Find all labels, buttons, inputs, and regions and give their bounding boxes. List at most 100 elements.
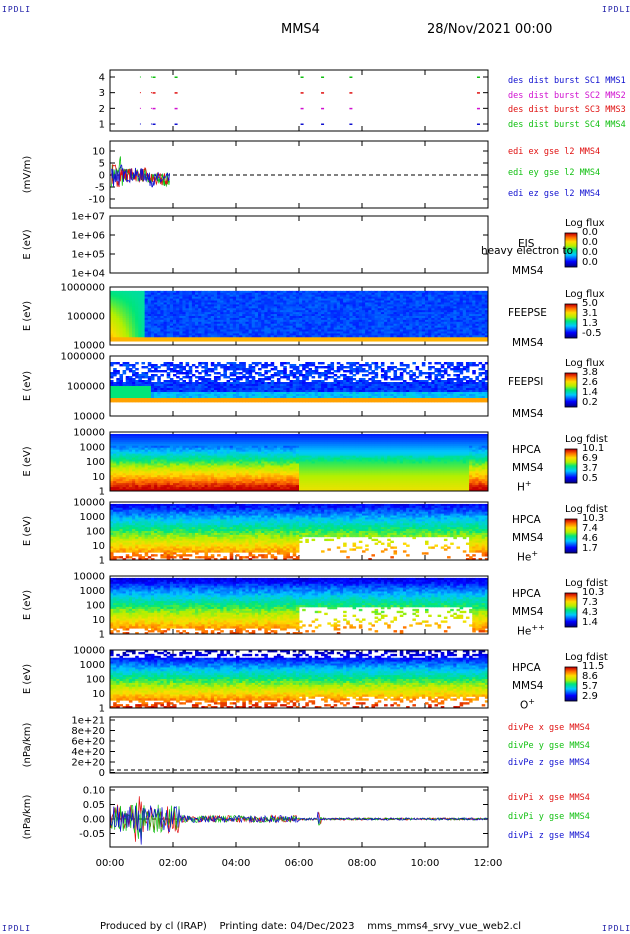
colorbar-step: [565, 697, 577, 699]
colorbar-step: [565, 621, 577, 623]
panel-frame: [109, 140, 489, 209]
colorbar-frame: [564, 303, 578, 339]
colorbar-step: [565, 399, 577, 401]
colorbar-step: [565, 240, 577, 242]
colorbar-value: 10.3: [582, 513, 605, 524]
legend-entry: divPe y gse MMS4: [508, 740, 590, 751]
colorbar-title: Log flux: [565, 358, 605, 369]
colorbar-step: [565, 313, 577, 315]
colorbar-step: [565, 624, 577, 626]
colorbar-step: [565, 317, 577, 319]
instrument-spacecraft: MMS4: [512, 337, 544, 349]
colorbar-step: [565, 401, 577, 403]
colorbar-step: [565, 619, 577, 621]
burst-mark: [476, 107, 480, 110]
y-tick-label: 3: [99, 88, 105, 99]
colorbar-step: [565, 312, 577, 314]
colorbar-step: [565, 522, 577, 524]
colorbar-value: 11.5: [582, 661, 605, 672]
colorbar-step: [565, 335, 577, 337]
colorbar-value: 0.0: [582, 257, 598, 268]
colorbar-step: [565, 334, 577, 336]
colorbar-step: [565, 395, 577, 397]
panel-hpca_he: 10000 1000 100 10 1 E (eV): [22, 498, 489, 567]
y-tick-label: 0.05: [83, 800, 105, 811]
y-tick-label: 0: [99, 768, 105, 779]
panel-frame: [109, 575, 489, 635]
colorbar-title: Log flux: [565, 289, 605, 300]
colorbar-step: [565, 373, 577, 375]
colorbar-step: [565, 396, 577, 398]
y-tick-label: 10000: [73, 341, 105, 352]
colorbar-step: [565, 245, 577, 247]
colorbar-step: [565, 451, 577, 453]
colorbar-step: [565, 261, 577, 263]
y-axis-label: E (eV): [22, 446, 33, 476]
colorbar-step: [565, 397, 577, 399]
panel-frame: [109, 649, 489, 709]
colorbar-step: [565, 249, 577, 251]
colorbar-step: [565, 467, 577, 469]
instrument-spacecraft: MMS4: [512, 532, 544, 544]
colorbar-step: [565, 596, 577, 598]
colorbar-step: [565, 450, 577, 452]
colorbar-step: [565, 533, 577, 535]
y-tick-label: 10000: [73, 572, 105, 583]
colorbar-step: [565, 390, 577, 392]
species-label: O+: [520, 697, 535, 712]
colorbar-step: [565, 534, 577, 536]
colorbar-step: [565, 688, 577, 690]
colorbar-step: [565, 678, 577, 680]
colorbar-step: [565, 400, 577, 402]
colorbar-value: 5.0: [582, 298, 598, 309]
burst-mark: [349, 123, 353, 125]
colorbar-step: [565, 538, 577, 540]
colorbar-step: [565, 544, 577, 546]
spectrogram: [110, 290, 489, 342]
colorbar-step: [565, 669, 577, 671]
panel-feepse: 1000000 100000 10000 E (eV): [22, 283, 489, 352]
colorbar-value: 0.0: [582, 237, 598, 248]
colorbar-step: [565, 614, 577, 616]
instrument-name: HPCA: [512, 514, 541, 526]
colorbar-step: [565, 384, 577, 386]
instrument-spacecraft: MMS4: [512, 408, 544, 420]
y-tick-label: 10000: [73, 412, 105, 423]
burst-mark: [300, 76, 304, 78]
y-tick-label: 1000: [80, 660, 105, 671]
y-tick-label: 100: [86, 675, 105, 686]
y-tick-label: 1: [99, 120, 105, 131]
colorbar-step: [565, 393, 577, 395]
colorbar-step: [565, 389, 577, 391]
colorbar-step: [565, 382, 577, 384]
legend-entry: divPi x gse MMS4: [508, 793, 590, 803]
colorbar-step: [565, 459, 577, 461]
colorbar-step: [565, 542, 577, 544]
colorbar-step: [565, 694, 577, 696]
colorbar-step: [565, 546, 577, 548]
panel-frame: [109, 355, 489, 417]
y-axis-label: E (eV): [22, 590, 33, 620]
y-tick-label: 10: [92, 689, 105, 700]
colorbar-value: 2.9: [582, 691, 598, 702]
y-axis-label: E (eV): [22, 516, 33, 546]
colorbar-step: [565, 466, 577, 468]
colorbar-step: [565, 681, 577, 683]
colorbar-step: [565, 684, 577, 686]
colorbar-step: [565, 238, 577, 240]
burst-mark: [152, 76, 156, 78]
panel-frame: [109, 215, 489, 274]
colorbar-step: [565, 676, 577, 678]
colorbar-step: [565, 246, 577, 248]
colorbar-step: [565, 381, 577, 383]
colorbar-step: [565, 601, 577, 603]
colorbar-step: [565, 234, 577, 236]
colorbar-value: 5.7: [582, 681, 598, 692]
y-axis-label: E (eV): [22, 229, 33, 259]
colorbar-step: [565, 468, 577, 470]
instrument-spacecraft: MMS4: [512, 606, 544, 618]
instrument-name: HPCA: [512, 662, 541, 674]
colorbar-value: 3.7: [582, 463, 598, 474]
burst-mark: [321, 107, 325, 110]
y-tick-label: 1: [99, 556, 105, 567]
